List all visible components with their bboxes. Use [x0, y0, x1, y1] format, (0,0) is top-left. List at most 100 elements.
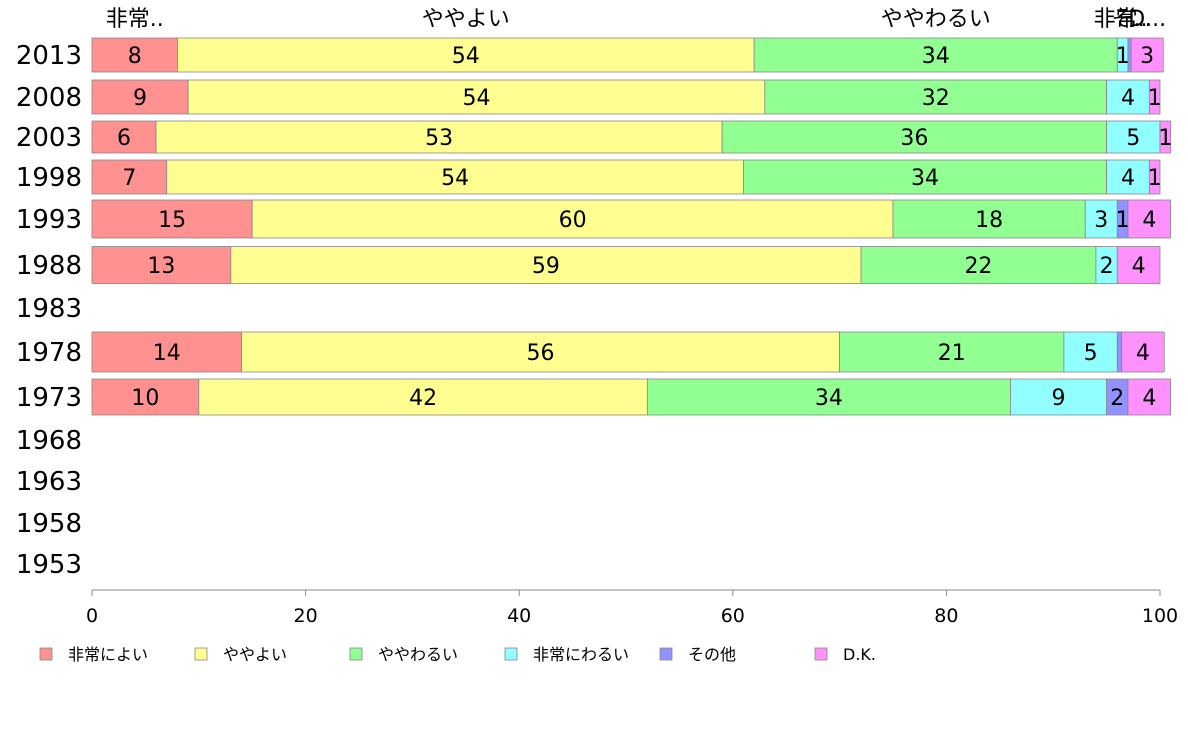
legend-label: ややよい	[223, 645, 287, 664]
bar-segment	[1106, 120, 1161, 154]
data-label: 1	[1116, 208, 1130, 233]
bar-segment	[721, 120, 1108, 154]
legend-label: 非常にわるい	[533, 645, 629, 664]
data-label: 21	[938, 341, 966, 366]
data-label: 4	[1132, 254, 1146, 279]
data-label: 8	[128, 44, 142, 69]
bar-segment	[1063, 331, 1118, 373]
bar-segment	[166, 159, 744, 195]
bar-segment	[91, 120, 157, 154]
bar-segment	[1106, 79, 1150, 115]
bar-segment	[91, 37, 178, 73]
bar-segment	[839, 331, 1065, 373]
bar-segment	[1116, 331, 1122, 373]
bar-segment	[753, 37, 1118, 73]
top-series-labels: 非常.. ややよい ややわるい 非常..そ..D...	[106, 7, 1166, 32]
bar-segment	[187, 79, 766, 115]
legend-swatch	[814, 647, 828, 661]
data-label: 4	[1121, 86, 1135, 111]
year-label: 1973	[16, 383, 82, 413]
bar-segment	[91, 246, 232, 284]
bar-segment	[1127, 37, 1132, 73]
data-label: 32	[922, 86, 950, 111]
bar-segment	[91, 378, 200, 416]
bar-segment	[1121, 331, 1165, 373]
bar-segment	[241, 331, 841, 373]
year-label: 2003	[16, 123, 82, 153]
bar-segment	[1148, 79, 1161, 115]
data-label: 54	[441, 166, 469, 191]
bar-segment	[743, 159, 1107, 195]
top-series-label: D...	[1128, 7, 1166, 32]
top-series-label: 非常..	[1094, 7, 1152, 32]
data-label: 3	[1094, 208, 1108, 233]
legend-swatch	[39, 647, 53, 661]
data-label: 2	[1100, 254, 1114, 279]
data-label: 36	[900, 126, 928, 151]
legend-label: D.K.	[843, 645, 876, 664]
legend: 非常によい ややよい ややわるい 非常にわるい その他 D.K.	[39, 645, 876, 664]
top-series-label: 非常..	[106, 7, 164, 32]
legend-swatch	[194, 647, 208, 661]
x-tick-label: 20	[294, 605, 318, 627]
data-label: 4	[1121, 166, 1135, 191]
bar-segment	[1127, 199, 1172, 239]
bar-segment	[892, 199, 1086, 239]
bar-segment	[1127, 378, 1172, 416]
bar-segment	[764, 79, 1108, 115]
legend-label: 非常によい	[68, 645, 148, 664]
bar-segment	[251, 199, 894, 239]
data-label: 53	[425, 126, 453, 151]
data-label: 5	[1126, 126, 1140, 151]
data-label: 9	[133, 86, 147, 111]
bar-segment	[177, 37, 755, 73]
year-label: 1953	[16, 550, 82, 580]
data-label: 60	[559, 208, 587, 233]
bar-segment	[1130, 37, 1164, 73]
year-label: 1983	[16, 294, 82, 324]
data-label: 1	[1148, 86, 1162, 111]
year-labels: 2013 2008 2003 1998 1993 1988 1983 1978 1973 1968…	[16, 41, 82, 580]
data-label: 4	[1136, 341, 1150, 366]
legend-swatch	[504, 647, 518, 661]
year-label: 2008	[16, 83, 82, 113]
data-label: 10	[131, 386, 159, 411]
legend-swatch	[659, 647, 673, 661]
data-label: 7	[122, 166, 136, 191]
data-label: 56	[527, 341, 555, 366]
top-series-label: ややよい	[422, 7, 510, 32]
bar-segment	[230, 246, 862, 284]
bar-segment	[91, 199, 253, 239]
data-label: 14	[153, 341, 181, 366]
x-tick-label: 80	[934, 605, 958, 627]
data-label: 18	[975, 208, 1003, 233]
bar-segment	[860, 246, 1097, 284]
data-label: 6	[117, 126, 131, 151]
data-label: 5	[1084, 341, 1098, 366]
year-label: 1968	[16, 426, 82, 456]
bars-layer: 8 54 34 1 39 54 32 4 16 53 36 5 17 54 34 4 115 60 18 3 1 413 5…	[91, 37, 1172, 416]
data-label: 15	[158, 208, 186, 233]
year-label: 1998	[16, 163, 82, 193]
top-series-label: ややわるい	[881, 7, 991, 32]
top-series-label: そ..	[1112, 7, 1148, 32]
data-label: 59	[532, 254, 560, 279]
bar-segment	[1106, 159, 1150, 195]
data-label: 4	[1142, 208, 1156, 233]
data-label: 1	[1116, 44, 1130, 69]
legend-swatch	[349, 647, 363, 661]
data-label: 9	[1052, 386, 1066, 411]
x-tick-label: 100	[1142, 605, 1178, 627]
data-label: 13	[147, 254, 175, 279]
data-label: 2	[1110, 386, 1124, 411]
bar-segment	[198, 378, 648, 416]
data-label: 54	[452, 44, 480, 69]
x-tick-label: 0	[86, 605, 98, 627]
x-tick-label: 40	[507, 605, 531, 627]
data-label: 42	[409, 386, 437, 411]
bar-segment	[1010, 378, 1107, 416]
bar-segment	[1084, 199, 1118, 239]
x-axis: 0 20 40 60 80 100	[86, 589, 1178, 627]
data-label: 54	[462, 86, 490, 111]
